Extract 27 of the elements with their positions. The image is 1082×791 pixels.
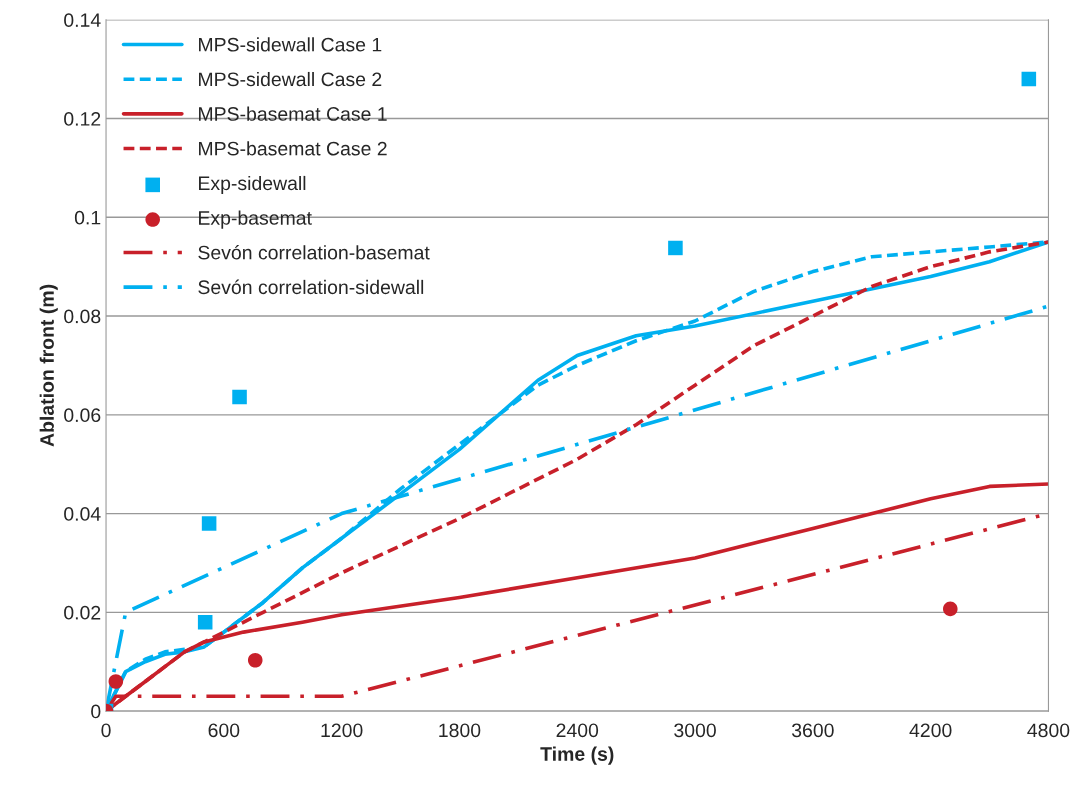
legend-label: Exp-basemat bbox=[199, 210, 312, 229]
x-tick-label: 0 bbox=[101, 723, 111, 738]
x-tick-label: 3000 bbox=[674, 723, 716, 738]
y-tick-label: 0.1 bbox=[74, 210, 101, 225]
x-axis-title: Time (s) bbox=[540, 746, 614, 765]
y-tick-label: 0.14 bbox=[64, 13, 101, 28]
x-tick-label: 3600 bbox=[791, 723, 834, 738]
legend-label: MPS-basemat Case 1 bbox=[199, 106, 387, 121]
y-tick-label: 0 bbox=[91, 704, 101, 719]
y-tick-label: 0.02 bbox=[64, 605, 101, 620]
legend-label: MPS-sidewall Case 1 bbox=[199, 37, 382, 52]
x-tick-label: 2400 bbox=[556, 723, 599, 738]
x-tick-label: 600 bbox=[208, 723, 240, 738]
x-tick-label: 1800 bbox=[439, 723, 481, 738]
y-tick-label: 0.08 bbox=[64, 309, 101, 324]
x-tick-label: 4200 bbox=[909, 723, 952, 738]
y-axis-title: Ablation front (m) bbox=[39, 284, 58, 447]
legend-label: MPS-sidewall Case 2 bbox=[199, 71, 382, 87]
legend-label: Sevón correlation-basemat bbox=[198, 244, 430, 260]
legend-label: Sevón correlation-sidewall bbox=[198, 279, 424, 295]
y-tick-label: 0.04 bbox=[64, 507, 101, 521]
x-tick-label: 1200 bbox=[321, 723, 363, 738]
y-tick-label: 0.06 bbox=[64, 408, 101, 423]
legend-label: MPS-basemat Case 2 bbox=[199, 141, 387, 156]
x-tick-label: 4800 bbox=[1027, 723, 1070, 738]
y-tick-label: 0.12 bbox=[64, 112, 101, 126]
legend-label: Exp-sidewall bbox=[199, 175, 306, 195]
